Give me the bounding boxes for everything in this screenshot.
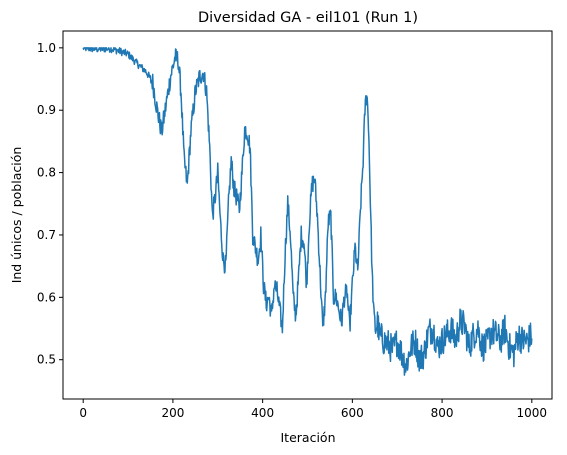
x-tick-label: 800 [431, 406, 454, 420]
y-tick-label: 0.9 [37, 103, 56, 117]
chart-title: Diversidad GA - eil101 (Run 1) [198, 10, 418, 26]
x-axis-ticks: 0 200 400 600 800 1000 [79, 399, 547, 420]
series-line [82, 47, 533, 376]
x-tick-label: 200 [161, 406, 184, 420]
x-axis-label: Iteración [281, 430, 336, 445]
y-tick-label: 1.0 [37, 41, 56, 55]
y-tick-label: 0.5 [37, 353, 56, 367]
plot-frame [62, 30, 553, 400]
x-tick-label: 600 [341, 406, 364, 420]
y-tick-label: 0.7 [37, 228, 56, 242]
x-tick-label: 0 [79, 406, 87, 420]
y-tick-label: 0.8 [37, 166, 56, 180]
x-tick-label: 400 [251, 406, 274, 420]
y-axis-ticks: 0.5 0.6 0.7 0.8 0.9 1.0 [37, 41, 63, 367]
plot-area [82, 47, 533, 376]
x-tick-label: 1000 [517, 406, 548, 420]
y-tick-label: 0.6 [37, 290, 56, 304]
y-axis-label: Ind únicos / población [9, 147, 24, 284]
